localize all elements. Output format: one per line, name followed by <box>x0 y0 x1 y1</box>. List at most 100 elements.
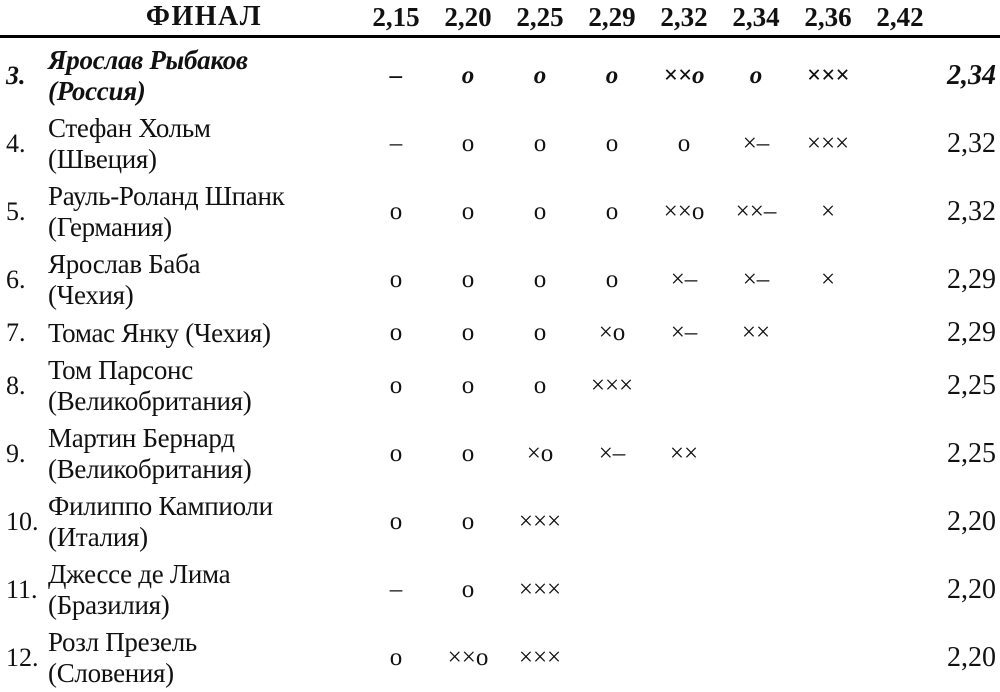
rank-label: 6. <box>6 265 26 294</box>
table-title: ФИНАЛ <box>145 1 263 32</box>
attempt-cell: ×– <box>742 266 770 293</box>
attempt-cell: o <box>461 130 475 157</box>
athlete-country: (Бразилия) <box>48 590 170 620</box>
table-row: 5. Рауль-Роланд Шпанк (Германия) o o o o… <box>0 178 1000 246</box>
attempt-cell: ××× <box>806 130 850 157</box>
athlete-country: (Великобритания) <box>48 454 252 484</box>
attempt-cell: o <box>389 644 403 671</box>
attempt-cell: ××× <box>518 508 562 535</box>
athlete-country: (Словения) <box>48 658 174 688</box>
rank-label: 4. <box>6 129 26 158</box>
result-value: 2,29 <box>947 317 996 348</box>
rank-label: 5. <box>6 197 26 226</box>
athlete-name: Том Парсонс (Великобритания) <box>48 355 360 417</box>
result-value: 2,20 <box>947 506 996 537</box>
attempt-cell: ××o <box>663 198 705 225</box>
attempt-cell: o <box>461 508 475 535</box>
attempt-cell: ××o <box>447 644 489 671</box>
athlete-name: Ярослав Рыбаков (Россия) <box>48 45 360 107</box>
attempt-cell: o <box>605 62 619 89</box>
attempt-cell: – <box>389 62 403 89</box>
attempt-cell: o <box>389 440 403 467</box>
athlete-name-line: Томас Янку (Чехия) <box>48 317 271 348</box>
attempt-cell: o <box>533 319 547 346</box>
athlete-name-line: Ярослав Рыбаков <box>48 45 248 75</box>
athlete-name-line: Филиппо Кампиоли <box>48 491 273 521</box>
table-row: 10. Филиппо Кампиоли (Италия) o o ××× 2,… <box>0 488 1000 556</box>
attempt-cell: o <box>389 372 403 399</box>
table-row: 12. Розл Презель (Словения) o ××o ××× 2,… <box>0 624 1000 692</box>
result-value: 2,20 <box>947 642 996 673</box>
height-column-header: 2,34 <box>732 1 780 32</box>
attempt-cell: ×o <box>598 319 626 346</box>
attempt-cell: ××× <box>590 372 634 399</box>
attempt-cell: ×× <box>669 440 699 467</box>
height-column-header: 2,32 <box>660 1 708 32</box>
table-row: 3. Ярослав Рыбаков (Россия) – o o o ××o … <box>0 38 1000 110</box>
attempt-cell: ×– <box>742 130 770 157</box>
athlete-name: Рауль-Роланд Шпанк (Германия) <box>48 181 360 243</box>
attempt-cell: o <box>389 319 403 346</box>
attempt-cell: o <box>461 266 475 293</box>
attempt-cell: o <box>749 62 763 89</box>
result-value: 2,32 <box>947 196 996 227</box>
attempt-cell: ××– <box>735 198 777 225</box>
attempt-cell: o <box>389 198 403 225</box>
attempt-cell: – <box>389 130 403 157</box>
height-column-header: 2,36 <box>804 1 852 32</box>
table-header-row: ФИНАЛ 2,15 2,20 2,25 2,29 2,32 2,34 2,36… <box>0 0 1000 38</box>
attempt-cell: o <box>533 372 547 399</box>
attempt-cell: o <box>461 62 475 89</box>
table-row: 8. Том Парсонс (Великобритания) o o o ××… <box>0 352 1000 420</box>
result-value: 2,32 <box>947 128 996 159</box>
athlete-country: (Швеция) <box>48 144 157 174</box>
result-value: 2,34 <box>947 60 996 91</box>
attempt-cell: o <box>389 266 403 293</box>
result-value: 2,25 <box>947 438 996 469</box>
attempt-cell: × <box>820 198 836 225</box>
rank-label: 12. <box>6 643 39 672</box>
athlete-name-line: Том Парсонс <box>48 355 193 385</box>
attempt-cell: o <box>389 508 403 535</box>
attempt-cell: ××× <box>518 644 562 671</box>
athlete-country: (Германия) <box>48 212 172 242</box>
athlete-name-line: Ярослав Баба <box>48 249 201 279</box>
athlete-name-line: Стефан Хольм <box>48 113 211 143</box>
attempt-cell: o <box>461 576 475 603</box>
attempt-cell: o <box>533 266 547 293</box>
rank-label: 3. <box>6 61 26 90</box>
athlete-name: Розл Презель (Словения) <box>48 627 360 689</box>
attempt-cell: ×– <box>670 319 698 346</box>
attempt-cell: × <box>820 266 836 293</box>
attempt-cell: ×× <box>741 319 771 346</box>
attempt-cell: o <box>533 62 547 89</box>
athlete-name-line: Рауль-Роланд Шпанк <box>48 181 285 211</box>
height-column-header: 2,25 <box>516 1 564 32</box>
attempt-cell: o <box>461 372 475 399</box>
height-column-header: 2,15 <box>372 1 420 32</box>
attempt-cell: o <box>461 319 475 346</box>
athlete-country: (Италия) <box>48 522 148 552</box>
athlete-name: Стефан Хольм (Швеция) <box>48 113 360 175</box>
attempt-cell: o <box>677 130 691 157</box>
result-value: 2,20 <box>947 574 996 605</box>
attempt-cell: o <box>605 266 619 293</box>
table-row: 6. Ярослав Баба (Чехия) o o o o ×– ×– × … <box>0 246 1000 314</box>
table-row: 4. Стефан Хольм (Швеция) – o o o o ×– ××… <box>0 110 1000 178</box>
athlete-name: Джессе де Лима (Бразилия) <box>48 559 360 621</box>
rank-label: 9. <box>6 439 26 468</box>
table-row: 11. Джессе де Лима (Бразилия) – o ××× 2,… <box>0 556 1000 624</box>
attempt-cell: ××o <box>663 62 705 89</box>
attempt-cell: ××× <box>518 576 562 603</box>
result-value: 2,29 <box>947 264 996 295</box>
athlete-country: (Чехия) <box>48 280 134 310</box>
attempt-cell: ×– <box>598 440 626 467</box>
height-column-header: 2,20 <box>444 1 492 32</box>
attempt-cell: ×– <box>670 266 698 293</box>
attempt-cell: ××× <box>806 62 850 89</box>
attempt-cell: o <box>605 130 619 157</box>
height-column-header: 2,42 <box>876 1 924 32</box>
attempt-cell: ×o <box>526 440 554 467</box>
rank-label: 10. <box>6 507 39 536</box>
